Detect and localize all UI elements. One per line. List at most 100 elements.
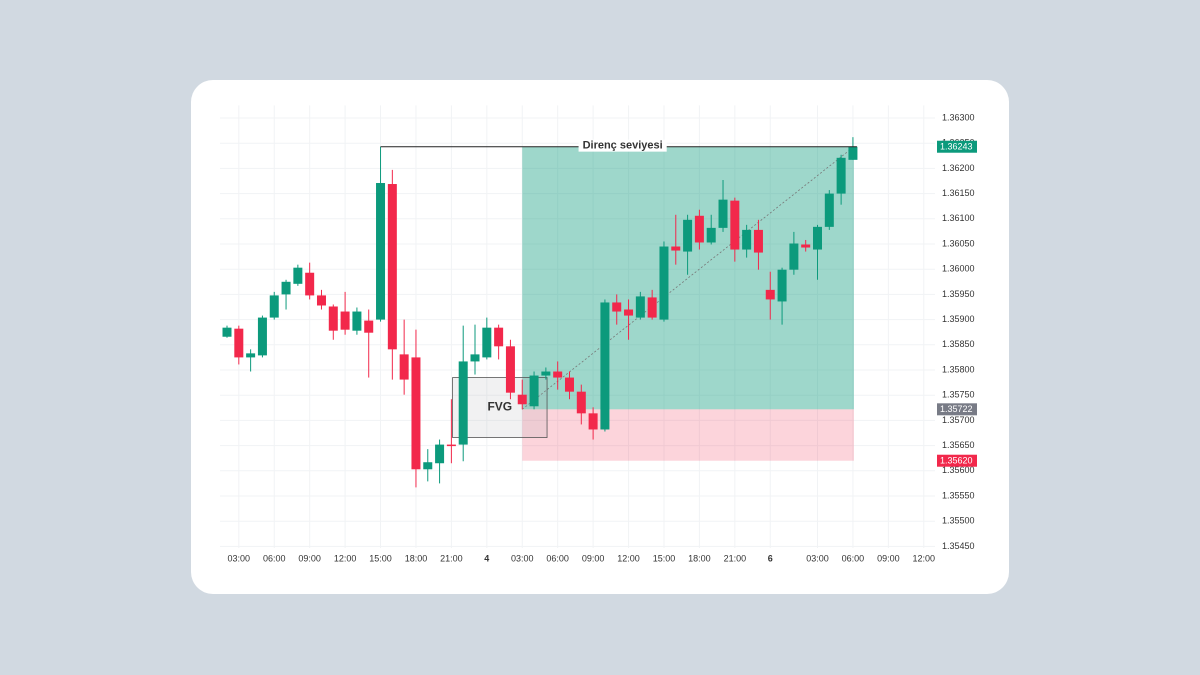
candle-body: [553, 371, 563, 378]
candle-body: [411, 357, 421, 470]
y-tick-label: 1.35450: [942, 541, 975, 551]
loss-zone: [522, 409, 854, 461]
candle-body: [494, 327, 504, 347]
candle-body: [446, 444, 456, 447]
price-label: 1.35722: [940, 404, 973, 414]
x-tick-label: 15:00: [369, 553, 392, 563]
candle-body: [505, 346, 515, 393]
y-tick-label: 1.36200: [942, 163, 975, 173]
candle-body: [529, 375, 539, 407]
candle-body: [399, 354, 409, 380]
candle-body: [671, 246, 681, 251]
y-tick-label: 1.36050: [942, 238, 975, 248]
candle-body: [352, 311, 362, 331]
candle-body: [305, 272, 315, 296]
y-tick-label: 1.36100: [942, 213, 975, 223]
x-tick-label: 06:00: [842, 553, 865, 563]
candle-body: [234, 328, 244, 358]
price-label: 1.35620: [940, 456, 973, 466]
x-tick-label: 12:00: [913, 553, 936, 563]
candle-body: [836, 157, 846, 194]
x-tick-label: 21:00: [440, 553, 463, 563]
candle-body: [647, 297, 657, 318]
candle-body: [801, 244, 811, 248]
candle-body: [848, 146, 858, 160]
candle-body: [576, 391, 586, 414]
resistance-label-bg: [578, 139, 667, 152]
candle-body: [612, 302, 622, 312]
candle-body: [316, 295, 326, 306]
x-tick-label: 03:00: [511, 553, 534, 563]
candle-body: [683, 219, 693, 252]
x-tick-label: 03:00: [228, 553, 251, 563]
fvg-label: FVG: [487, 400, 512, 414]
price-label-box: [937, 140, 977, 153]
y-tick-label: 1.35550: [942, 490, 975, 500]
candle-body: [600, 302, 610, 430]
candle-body: [387, 184, 397, 350]
price-label: 1.36243: [940, 142, 973, 152]
candle-body: [765, 289, 775, 300]
y-tick-label: 1.35900: [942, 314, 975, 324]
y-tick-label: 1.35500: [942, 516, 975, 526]
candle-body: [588, 413, 598, 430]
candle-body: [564, 377, 574, 392]
candle-body: [281, 281, 291, 295]
candle-body: [694, 215, 704, 243]
candle-body: [222, 327, 232, 337]
candle-body: [470, 354, 480, 362]
x-tick-label: 09:00: [298, 553, 321, 563]
price-label-box: [937, 454, 977, 467]
candle-body: [435, 444, 445, 464]
x-tick-label: 6: [768, 553, 773, 563]
x-tick-label: 15:00: [653, 553, 676, 563]
x-tick-label: 18:00: [405, 553, 428, 563]
candle-body: [659, 246, 669, 320]
candle-body: [742, 229, 752, 250]
y-tick-label: 1.35650: [942, 440, 975, 450]
candle-body: [376, 183, 386, 320]
candle-body: [257, 317, 267, 356]
candle-body: [718, 199, 728, 228]
candle-body: [364, 320, 374, 333]
x-tick-label: 18:00: [688, 553, 711, 563]
candle-body: [635, 296, 645, 318]
x-tick-label: 06:00: [263, 553, 286, 563]
trade-path: [522, 146, 855, 410]
candle-body: [328, 306, 338, 331]
candle-body: [517, 394, 527, 405]
y-tick-label: 1.35950: [942, 289, 975, 299]
candle-body: [246, 353, 256, 358]
candle-body: [482, 327, 492, 358]
price-label-box: [937, 403, 977, 416]
x-tick-label: 06:00: [546, 553, 569, 563]
candle-body: [340, 311, 350, 330]
x-tick-label: 12:00: [617, 553, 640, 563]
y-tick-label: 1.35750: [942, 390, 975, 400]
x-tick-label: 4: [484, 553, 489, 563]
candle-body: [730, 200, 740, 250]
x-tick-label: 21:00: [724, 553, 747, 563]
x-tick-label: 09:00: [877, 553, 900, 563]
candle-body: [458, 361, 468, 445]
candle-body: [789, 243, 799, 270]
y-tick-label: 1.36150: [942, 188, 975, 198]
fvg-box: [452, 377, 548, 438]
candle-body: [624, 309, 634, 316]
x-tick-label: 09:00: [582, 553, 605, 563]
y-tick-label: 1.35850: [942, 339, 975, 349]
candle-body: [706, 227, 716, 243]
candle-body: [541, 371, 551, 376]
candle-body: [293, 267, 303, 284]
y-tick-label: 1.36000: [942, 264, 975, 274]
x-tick-label: 03:00: [806, 553, 829, 563]
candle-body: [777, 269, 787, 302]
candle-body: [423, 462, 433, 470]
resistance-label: Direnç seviyesi: [583, 140, 663, 152]
candle-body: [813, 226, 822, 250]
y-tick-label: 1.35600: [942, 465, 975, 475]
y-tick-label: 1.35700: [942, 415, 975, 425]
candle-body: [753, 229, 763, 253]
candle-body: [824, 193, 834, 227]
